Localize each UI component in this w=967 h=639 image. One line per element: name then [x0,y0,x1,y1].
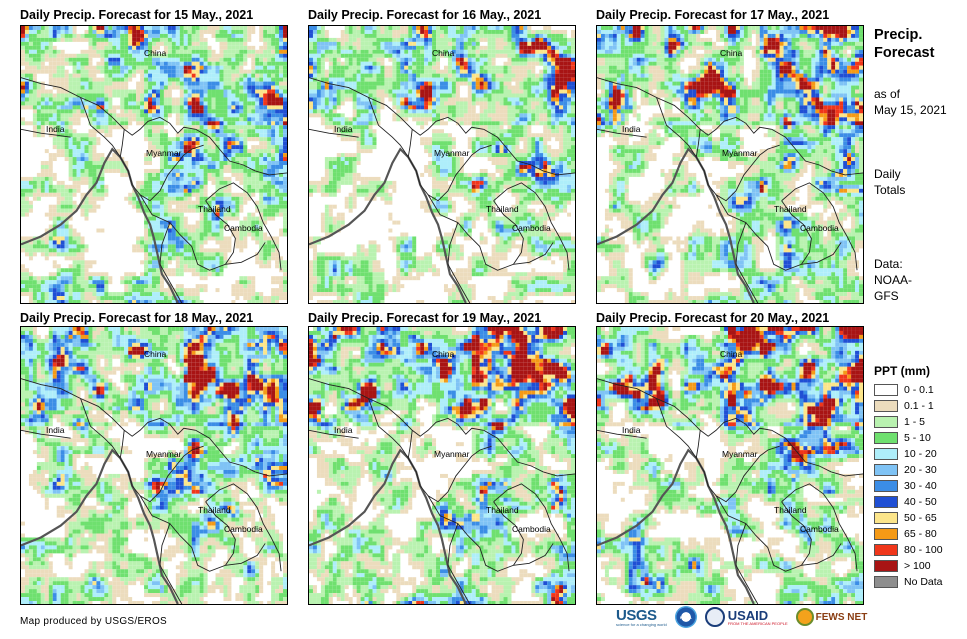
map-label-cambodia: Cambodia [224,524,263,534]
map-label-china: China [432,349,454,359]
map-label-india: India [334,425,352,435]
map-credit: Map produced by USGS/EROS [20,616,167,627]
forecast-map-4: China India Myanmar Thailand Cambodia [20,326,288,605]
map-label-myanmar: Myanmar [434,148,469,158]
map-label-cambodia: Cambodia [224,223,263,233]
forecast-map-2: China India Myanmar Thailand Cambodia [308,25,576,304]
legend-label: 80 - 100 [904,544,943,556]
map-label-thailand: Thailand [198,505,231,515]
panel-title-4: Daily Precip. Forecast for 18 May., 2021 [20,311,253,325]
legend-swatch [874,464,898,476]
map-label-india: India [622,425,640,435]
map-label-myanmar: Myanmar [722,449,757,459]
usaid-logo: USAID FROM THE AMERICAN PEOPLE [704,607,788,627]
map-label-myanmar: Myanmar [146,449,181,459]
precip-field [309,327,575,604]
map-label-china: China [432,48,454,58]
map-label-myanmar: Myanmar [434,449,469,459]
totals-note: Daily Totals [874,166,905,198]
legend-label: 30 - 40 [904,480,937,492]
legend-label: 0.1 - 1 [904,400,934,412]
legend-label: 20 - 30 [904,464,937,476]
legend-item: 1 - 5 [874,414,943,430]
legend-label: 1 - 5 [904,416,925,428]
sidebar-title: Precip. Forecast [874,26,934,62]
panel-title-5: Daily Precip. Forecast for 19 May., 2021 [308,311,541,325]
legend-item: 65 - 80 [874,526,943,542]
legend-label: 0 - 0.1 [904,384,934,396]
legend-swatch [874,480,898,492]
legend-swatch [874,400,898,412]
precip-field [21,327,287,604]
map-label-thailand: Thailand [198,204,231,214]
map-label-myanmar: Myanmar [722,148,757,158]
legend-swatch [874,496,898,508]
legend-swatch [874,448,898,460]
legend-item: 50 - 65 [874,510,943,526]
data-source: Data: NOAA- GFS [874,256,912,304]
legend-item: 30 - 40 [874,478,943,494]
fewsnet-logo: FEWS NET [795,608,867,626]
map-label-india: India [622,124,640,134]
map-label-cambodia: Cambodia [512,223,551,233]
map-label-china: China [720,48,742,58]
legend-title: PPT (mm) [874,364,930,378]
map-label-thailand: Thailand [774,505,807,515]
legend-label: 65 - 80 [904,528,937,540]
map-label-china: China [144,48,166,58]
map-label-thailand: Thailand [486,204,519,214]
legend-item: 40 - 50 [874,494,943,510]
precip-field [309,26,575,303]
map-label-myanmar: Myanmar [146,148,181,158]
map-label-india: India [334,124,352,134]
legend-label: 5 - 10 [904,432,931,444]
map-label-cambodia: Cambodia [800,223,839,233]
legend-swatch [874,512,898,524]
legend-item: > 100 [874,558,943,574]
legend-item: 80 - 100 [874,542,943,558]
legend-item: No Data [874,574,943,590]
legend-label: 10 - 20 [904,448,937,460]
legend-label: > 100 [904,560,931,572]
legend-swatch [874,528,898,540]
panel-title-1: Daily Precip. Forecast for 15 May., 2021 [20,8,253,22]
precip-field [21,26,287,303]
legend-swatch [874,576,898,588]
legend-item: 10 - 20 [874,446,943,462]
as-of-date: as of May 15, 2021 [874,86,947,118]
precip-field [597,26,863,303]
logo-strip: USGS science for a changing world NOAA U… [616,606,867,628]
map-label-thailand: Thailand [774,204,807,214]
map-label-india: India [46,425,64,435]
precip-field [597,327,863,604]
legend: 0 - 0.1 0.1 - 1 1 - 5 5 - 10 10 - 20 20 - 30 3… [874,382,943,590]
legend-item: 20 - 30 [874,462,943,478]
noaa-logo: NOAA [674,606,697,628]
map-label-thailand: Thailand [486,505,519,515]
legend-item: 5 - 10 [874,430,943,446]
forecast-map-3: China India Myanmar Thailand Cambodia [596,25,864,304]
forecast-map-6: China India Myanmar Thailand Cambodia [596,326,864,605]
legend-swatch [874,432,898,444]
map-label-cambodia: Cambodia [800,524,839,534]
legend-label: 50 - 65 [904,512,937,524]
map-label-india: India [46,124,64,134]
map-label-china: China [144,349,166,359]
panel-title-3: Daily Precip. Forecast for 17 May., 2021 [596,8,829,22]
legend-swatch [874,560,898,572]
legend-swatch [874,416,898,428]
forecast-map-5: China India Myanmar Thailand Cambodia [308,326,576,605]
map-label-cambodia: Cambodia [512,524,551,534]
map-label-china: China [720,349,742,359]
usgs-logo: USGS science for a changing world [616,608,667,627]
panel-title-6: Daily Precip. Forecast for 20 May., 2021 [596,311,829,325]
legend-item: 0.1 - 1 [874,398,943,414]
panel-title-2: Daily Precip. Forecast for 16 May., 2021 [308,8,541,22]
legend-item: 0 - 0.1 [874,382,943,398]
forecast-map-1: China India Myanmar Thailand Cambodia [20,25,288,304]
legend-label: No Data [904,576,943,588]
legend-label: 40 - 50 [904,496,937,508]
legend-swatch [874,544,898,556]
legend-swatch [874,384,898,396]
